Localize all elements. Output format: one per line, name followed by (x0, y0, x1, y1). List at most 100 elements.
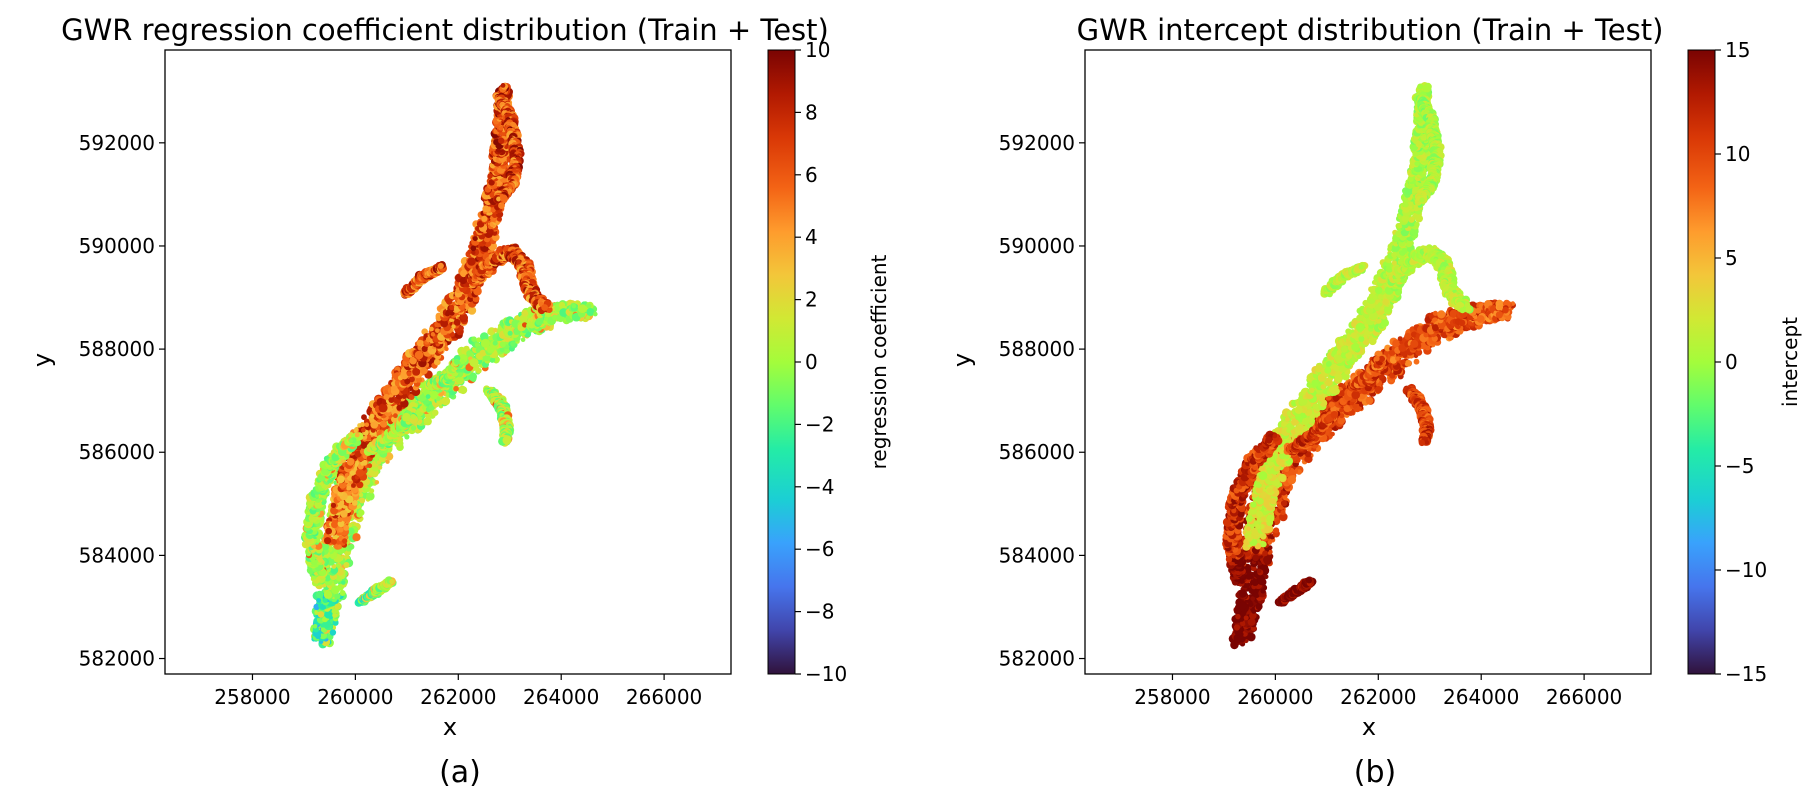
map-cell (425, 394, 431, 399)
map-cell (385, 459, 390, 464)
map-cell (507, 330, 513, 336)
map-cell (341, 580, 346, 585)
map-cell (338, 527, 344, 533)
map-cell (363, 418, 370, 425)
map-cell (393, 413, 398, 419)
map-cell (441, 396, 451, 406)
map-cell (334, 593, 341, 600)
map-cell (336, 568, 344, 576)
map-cell (321, 542, 330, 551)
map-cell (343, 472, 349, 478)
map-cell (360, 441, 368, 449)
map-cell (585, 315, 591, 320)
map-cell (340, 510, 348, 518)
map-cell (361, 427, 366, 433)
map-cell (406, 371, 412, 377)
map-cell (433, 358, 441, 366)
map-cell (376, 460, 382, 465)
map-cell (593, 311, 598, 317)
map-cell (482, 205, 490, 213)
map-cell (352, 533, 361, 542)
map-cell (367, 463, 373, 469)
map-cell (431, 409, 439, 417)
map-cell (325, 527, 333, 535)
coefficient-map (301, 82, 598, 649)
map-cell (351, 483, 356, 488)
map-cell (412, 367, 421, 376)
map-cell (378, 403, 388, 413)
map-cell (470, 245, 477, 252)
map-cell (466, 350, 473, 357)
map-cell (479, 349, 487, 357)
map-cell (366, 491, 375, 501)
map-cell (521, 309, 529, 317)
map-cell (330, 538, 337, 545)
map-cell (421, 345, 428, 352)
map-cell (535, 318, 543, 326)
map-cell (499, 347, 505, 353)
map-cell (440, 319, 449, 328)
map-cell (358, 492, 364, 498)
map-cell (463, 345, 470, 353)
map-cell (346, 457, 355, 466)
map-cell (343, 562, 350, 568)
map-cell (453, 318, 461, 326)
map-cell (354, 450, 362, 458)
map-cell (315, 538, 321, 543)
map-cell (409, 356, 417, 365)
map-cell (383, 394, 390, 400)
map-cell (332, 612, 338, 618)
map-cell (406, 405, 413, 412)
map-cell (396, 404, 403, 411)
map-cell (430, 332, 436, 337)
map-cell (339, 481, 347, 489)
map-cell (364, 422, 370, 428)
chart-title-a: GWR regression coefficient distribution … (61, 13, 829, 47)
map-cell (370, 427, 376, 433)
map-cell (380, 420, 388, 428)
map-cell (360, 422, 365, 427)
map-cell (520, 337, 526, 343)
map-cell (499, 341, 506, 348)
map-cell (444, 346, 449, 352)
map-cell (358, 509, 365, 516)
map-cell (459, 277, 467, 285)
map-cell (480, 332, 489, 341)
map-cell (346, 485, 352, 491)
map-cell (467, 306, 477, 315)
map-cell (337, 517, 343, 523)
map-cell (410, 425, 417, 431)
map-cell (333, 579, 339, 585)
map-cell (451, 324, 456, 329)
plot-frame-a (164, 49, 732, 675)
map-cell (361, 414, 367, 421)
map-cell (416, 339, 424, 347)
map-cell (400, 399, 409, 408)
map-cell (489, 357, 496, 363)
map-cell (348, 543, 355, 550)
map-cell (471, 336, 477, 343)
map-cell (420, 366, 428, 375)
map-cell (312, 624, 318, 629)
map-cell (449, 304, 455, 311)
map-cell (458, 325, 464, 331)
map-cell (460, 269, 468, 278)
map-cell (453, 385, 459, 392)
map-cell (445, 298, 453, 305)
map-cell (578, 304, 587, 313)
map-cell (472, 236, 478, 242)
map-cell (435, 328, 440, 333)
map-cell (423, 417, 432, 426)
map-cell (476, 337, 482, 343)
map-cell (337, 475, 345, 484)
map-cell (427, 345, 433, 351)
map-cell (349, 470, 356, 476)
map-cell (329, 629, 337, 636)
map-cell (374, 480, 380, 485)
map-cell (404, 378, 411, 385)
map-cell (492, 340, 498, 346)
map-cell (377, 465, 383, 470)
map-cell (388, 396, 395, 403)
map-cell (429, 326, 434, 332)
map-cell (408, 376, 415, 383)
